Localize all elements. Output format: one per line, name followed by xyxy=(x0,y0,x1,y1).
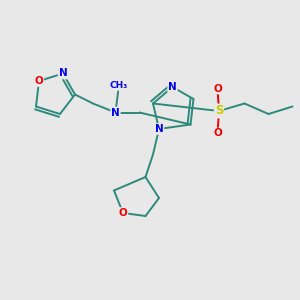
Text: N: N xyxy=(168,82,177,92)
Text: N: N xyxy=(58,68,68,79)
Text: O: O xyxy=(34,76,43,86)
Text: O: O xyxy=(118,208,127,218)
Text: CH₃: CH₃ xyxy=(110,81,128,90)
Text: O: O xyxy=(213,83,222,94)
Text: N: N xyxy=(111,107,120,118)
Text: O: O xyxy=(213,128,222,139)
Text: N: N xyxy=(154,124,164,134)
Text: S: S xyxy=(215,104,223,118)
